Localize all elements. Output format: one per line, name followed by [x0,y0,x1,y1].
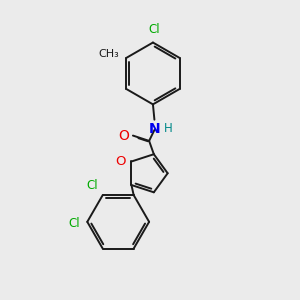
Text: Cl: Cl [148,23,160,36]
Text: Cl: Cl [68,217,80,230]
Text: Cl: Cl [87,178,98,191]
Text: O: O [115,155,126,168]
Text: O: O [118,129,129,142]
Text: H: H [164,122,172,135]
Text: N: N [148,122,160,136]
Text: CH₃: CH₃ [98,49,119,58]
